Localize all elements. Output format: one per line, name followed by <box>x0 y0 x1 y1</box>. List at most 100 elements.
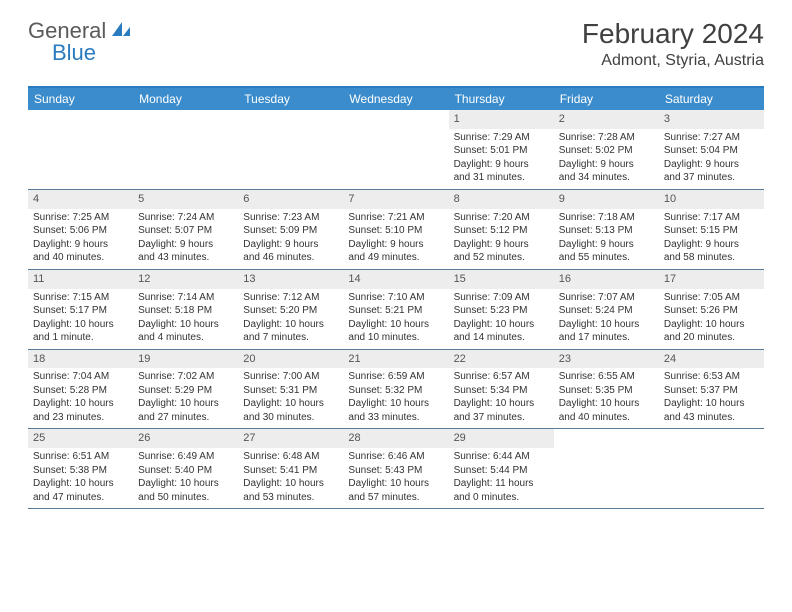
daylight-text-cont: and 23 minutes. <box>33 411 128 425</box>
daylight-text: Daylight: 10 hours <box>348 318 443 332</box>
daylight-text: Daylight: 9 hours <box>138 238 233 252</box>
day-details: Sunrise: 7:15 AMSunset: 5:17 PMDaylight:… <box>28 289 133 349</box>
daylight-text-cont: and 0 minutes. <box>454 491 549 505</box>
day-details: Sunrise: 7:28 AMSunset: 5:02 PMDaylight:… <box>554 129 659 189</box>
day-details: Sunrise: 7:05 AMSunset: 5:26 PMDaylight:… <box>659 289 764 349</box>
day-cell: 25Sunrise: 6:51 AMSunset: 5:38 PMDayligh… <box>28 429 133 508</box>
day-details: Sunrise: 7:20 AMSunset: 5:12 PMDaylight:… <box>449 209 554 269</box>
day-cell: 8Sunrise: 7:20 AMSunset: 5:12 PMDaylight… <box>449 190 554 269</box>
daylight-text: Daylight: 11 hours <box>454 477 549 491</box>
sunrise-text: Sunrise: 7:27 AM <box>664 131 759 145</box>
day-details: Sunrise: 7:02 AMSunset: 5:29 PMDaylight:… <box>133 368 238 428</box>
daylight-text-cont: and 1 minute. <box>33 331 128 345</box>
weekday-header-row: SundayMondayTuesdayWednesdayThursdayFrid… <box>28 88 764 110</box>
sunrise-text: Sunrise: 7:28 AM <box>559 131 654 145</box>
sunset-text: Sunset: 5:28 PM <box>33 384 128 398</box>
daylight-text-cont: and 37 minutes. <box>664 171 759 185</box>
day-cell: 28Sunrise: 6:46 AMSunset: 5:43 PMDayligh… <box>343 429 448 508</box>
sunset-text: Sunset: 5:10 PM <box>348 224 443 238</box>
day-number: 1 <box>449 110 554 129</box>
day-number: 17 <box>659 270 764 289</box>
day-number: 19 <box>133 350 238 369</box>
day-details: Sunrise: 7:12 AMSunset: 5:20 PMDaylight:… <box>238 289 343 349</box>
weekday-header: Wednesday <box>343 88 448 110</box>
day-cell: 16Sunrise: 7:07 AMSunset: 5:24 PMDayligh… <box>554 270 659 349</box>
week-row: 1Sunrise: 7:29 AMSunset: 5:01 PMDaylight… <box>28 110 764 190</box>
sunrise-text: Sunrise: 7:20 AM <box>454 211 549 225</box>
sunset-text: Sunset: 5:44 PM <box>454 464 549 478</box>
day-details: Sunrise: 7:04 AMSunset: 5:28 PMDaylight:… <box>28 368 133 428</box>
sunrise-text: Sunrise: 6:49 AM <box>138 450 233 464</box>
day-cell: 13Sunrise: 7:12 AMSunset: 5:20 PMDayligh… <box>238 270 343 349</box>
day-cell: 4Sunrise: 7:25 AMSunset: 5:06 PMDaylight… <box>28 190 133 269</box>
day-cell: 7Sunrise: 7:21 AMSunset: 5:10 PMDaylight… <box>343 190 448 269</box>
day-number: 15 <box>449 270 554 289</box>
day-cell: 20Sunrise: 7:00 AMSunset: 5:31 PMDayligh… <box>238 350 343 429</box>
daylight-text-cont: and 53 minutes. <box>243 491 338 505</box>
daylight-text-cont: and 47 minutes. <box>33 491 128 505</box>
sunrise-text: Sunrise: 7:25 AM <box>33 211 128 225</box>
daylight-text: Daylight: 10 hours <box>243 318 338 332</box>
day-cell: 27Sunrise: 6:48 AMSunset: 5:41 PMDayligh… <box>238 429 343 508</box>
daylight-text-cont: and 7 minutes. <box>243 331 338 345</box>
sunset-text: Sunset: 5:29 PM <box>138 384 233 398</box>
day-number: 25 <box>28 429 133 448</box>
sunrise-text: Sunrise: 6:55 AM <box>559 370 654 384</box>
sunrise-text: Sunrise: 7:29 AM <box>454 131 549 145</box>
day-cell: 15Sunrise: 7:09 AMSunset: 5:23 PMDayligh… <box>449 270 554 349</box>
day-number: 29 <box>449 429 554 448</box>
day-cell: 3Sunrise: 7:27 AMSunset: 5:04 PMDaylight… <box>659 110 764 189</box>
daylight-text: Daylight: 10 hours <box>33 397 128 411</box>
daylight-text-cont: and 30 minutes. <box>243 411 338 425</box>
daylight-text: Daylight: 9 hours <box>559 238 654 252</box>
day-cell: 6Sunrise: 7:23 AMSunset: 5:09 PMDaylight… <box>238 190 343 269</box>
day-cell: 29Sunrise: 6:44 AMSunset: 5:44 PMDayligh… <box>449 429 554 508</box>
day-cell: 19Sunrise: 7:02 AMSunset: 5:29 PMDayligh… <box>133 350 238 429</box>
day-cell: 5Sunrise: 7:24 AMSunset: 5:07 PMDaylight… <box>133 190 238 269</box>
sunset-text: Sunset: 5:13 PM <box>559 224 654 238</box>
day-details: Sunrise: 7:10 AMSunset: 5:21 PMDaylight:… <box>343 289 448 349</box>
day-details: Sunrise: 6:49 AMSunset: 5:40 PMDaylight:… <box>133 448 238 508</box>
day-cell <box>343 110 448 189</box>
daylight-text-cont: and 58 minutes. <box>664 251 759 265</box>
day-number: 8 <box>449 190 554 209</box>
day-cell: 18Sunrise: 7:04 AMSunset: 5:28 PMDayligh… <box>28 350 133 429</box>
day-number <box>238 110 343 129</box>
sunset-text: Sunset: 5:17 PM <box>33 304 128 318</box>
day-number: 14 <box>343 270 448 289</box>
sunset-text: Sunset: 5:24 PM <box>559 304 654 318</box>
day-number: 5 <box>133 190 238 209</box>
day-number: 24 <box>659 350 764 369</box>
daylight-text: Daylight: 10 hours <box>138 318 233 332</box>
daylight-text: Daylight: 9 hours <box>664 158 759 172</box>
day-details: Sunrise: 7:25 AMSunset: 5:06 PMDaylight:… <box>28 209 133 269</box>
daylight-text-cont: and 14 minutes. <box>454 331 549 345</box>
day-number: 12 <box>133 270 238 289</box>
sunrise-text: Sunrise: 6:48 AM <box>243 450 338 464</box>
day-number: 28 <box>343 429 448 448</box>
sunset-text: Sunset: 5:35 PM <box>559 384 654 398</box>
sunrise-text: Sunrise: 7:10 AM <box>348 291 443 305</box>
daylight-text: Daylight: 10 hours <box>454 318 549 332</box>
day-details: Sunrise: 6:44 AMSunset: 5:44 PMDaylight:… <box>449 448 554 508</box>
sunset-text: Sunset: 5:12 PM <box>454 224 549 238</box>
logo-sail-icon <box>110 20 132 43</box>
daylight-text-cont: and 57 minutes. <box>348 491 443 505</box>
daylight-text-cont: and 20 minutes. <box>664 331 759 345</box>
daylight-text: Daylight: 10 hours <box>243 397 338 411</box>
sunrise-text: Sunrise: 6:44 AM <box>454 450 549 464</box>
weeks-container: 1Sunrise: 7:29 AMSunset: 5:01 PMDaylight… <box>28 110 764 509</box>
day-details: Sunrise: 7:21 AMSunset: 5:10 PMDaylight:… <box>343 209 448 269</box>
sunset-text: Sunset: 5:20 PM <box>243 304 338 318</box>
sunrise-text: Sunrise: 7:05 AM <box>664 291 759 305</box>
day-cell: 9Sunrise: 7:18 AMSunset: 5:13 PMDaylight… <box>554 190 659 269</box>
daylight-text-cont: and 55 minutes. <box>559 251 654 265</box>
daylight-text: Daylight: 10 hours <box>454 397 549 411</box>
day-number: 18 <box>28 350 133 369</box>
daylight-text: Daylight: 10 hours <box>33 318 128 332</box>
sunset-text: Sunset: 5:21 PM <box>348 304 443 318</box>
weekday-header: Monday <box>133 88 238 110</box>
daylight-text-cont: and 33 minutes. <box>348 411 443 425</box>
day-cell: 14Sunrise: 7:10 AMSunset: 5:21 PMDayligh… <box>343 270 448 349</box>
sunset-text: Sunset: 5:23 PM <box>454 304 549 318</box>
